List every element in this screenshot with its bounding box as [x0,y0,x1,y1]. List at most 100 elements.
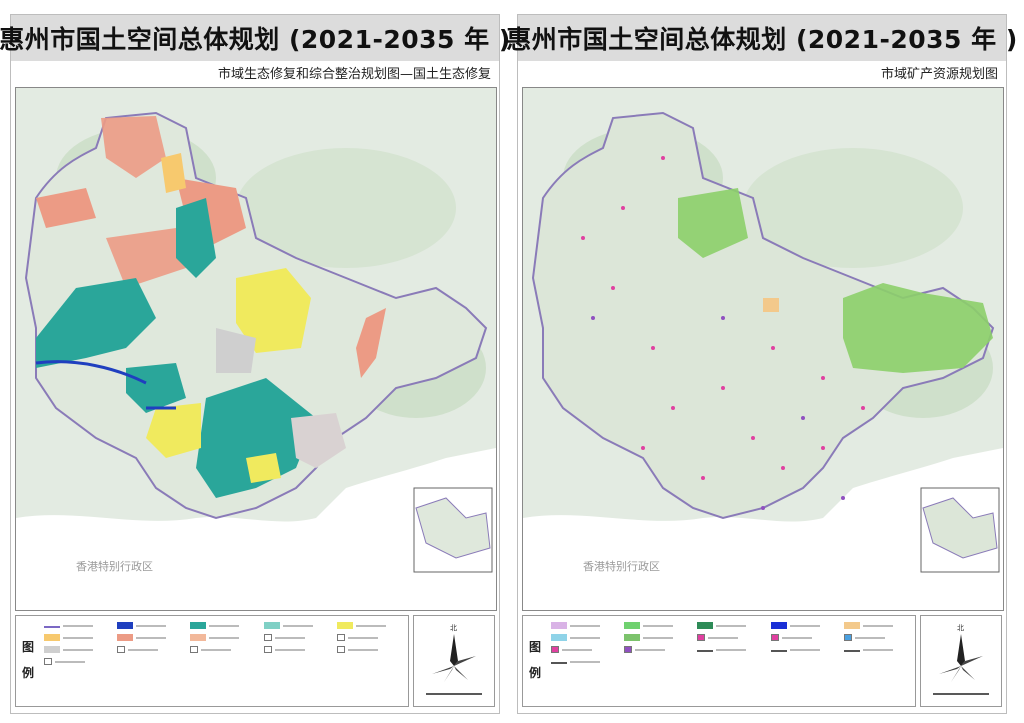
hk-label: 香港特别行政区 [583,559,660,573]
legend-swatch [263,634,272,641]
hk-label: 香港特别行政区 [76,559,153,573]
legend-item [843,632,913,643]
legend-label-placeholder [282,624,313,627]
legend-label-placeholder [201,648,232,651]
legend-title: 图例 [529,640,542,680]
legend-item [117,644,186,655]
panel-title: 惠州市国土空间总体规划 (2021-2035 年 ) [0,15,510,61]
map-panel-mineral-resources: 惠州市国土空间总体规划 (2021-2035 年 ) 市域矿产资源规划图 [506,14,1017,715]
legend-swatch [843,648,860,652]
legend-label-placeholder [716,648,747,651]
legend-item [843,620,913,631]
legend-item [624,632,693,643]
legend-label-placeholder [136,624,167,627]
legend-item [624,644,693,655]
legend-swatch [117,622,134,629]
legend-item [190,620,259,631]
legend-item [44,632,113,643]
legend-label-placeholder [63,648,93,651]
legend-swatch [336,634,345,641]
legend-item [551,632,620,643]
legend-swatch [117,646,126,653]
legend-swatch [44,624,60,628]
legend-swatch [697,622,714,629]
legend-swatch [770,622,787,629]
legend-item [551,620,620,631]
north-arrow: 北 [920,615,1002,707]
north-label: 北 [450,624,457,632]
legend-swatch [624,634,641,641]
legend-swatch [843,622,860,629]
map-ecological-restoration[interactable]: 香港特别行政区 [15,87,497,611]
legend-label-placeholder [862,648,893,651]
legend-item [190,632,259,643]
north-arrow: 北 [413,615,495,707]
legend-items [44,620,406,704]
legend-swatch [551,634,567,641]
legend-item [117,620,186,631]
panel-title: 惠州市国土空间总体规划 (2021-2035 年 ) [506,15,1017,61]
legend-label-placeholder [128,648,159,651]
legend-item [697,644,766,655]
footnote [522,707,1002,715]
legend-swatch [770,634,779,641]
legend-label-placeholder [643,624,674,627]
legend-swatch [263,646,272,653]
legend-swatch [336,622,353,629]
legend-item [336,632,406,643]
map-mineral-resources[interactable]: 香港特别行政区 [522,87,1004,611]
legend-label-placeholder [854,636,885,639]
legend-item [697,632,766,643]
legend-swatch [190,646,199,653]
legend-label-placeholder [643,636,674,639]
map-legend: 图例 [15,615,409,707]
map-legend: 图例 [522,615,916,707]
legend-swatch [117,634,134,641]
footnote [15,707,495,715]
legend-swatch [44,646,60,653]
legend-item [697,620,766,631]
compass-icon: 北 [933,624,989,695]
legend-label-placeholder [562,648,592,651]
legend-label-placeholder [716,624,747,627]
legend-item [551,656,620,667]
legend-title: 图例 [22,640,35,680]
legend-swatch [697,634,706,641]
legend-swatch [190,634,207,641]
legend-item [624,620,693,631]
legend-swatch [44,634,60,641]
legend-item [336,644,406,655]
panel-subtitle: 市域生态修复和综合整治规划图—国土生态修复 [217,67,491,82]
legend-label-placeholder [63,624,93,627]
legend-swatch [551,646,559,653]
legend-swatch [624,622,641,629]
legend-swatch [263,622,280,629]
legend-swatch [551,622,567,629]
legend-item [770,620,840,631]
legend-item [336,620,406,631]
legend-item [263,632,333,643]
legend-swatch [336,646,345,653]
legend-item [190,644,259,655]
legend-label-placeholder [789,648,820,651]
legend-item [551,644,620,655]
legend-label-placeholder [862,624,893,627]
map-canvas: 香港特别行政区 [16,88,496,610]
north-label: 北 [957,624,964,632]
map-panel-ecological-restoration: 惠州市国土空间总体规划 (2021-2035 年 ) 市域生态修复和综合整治规划… [0,14,510,715]
legend-item [263,644,333,655]
legend-label-placeholder [347,648,378,651]
legend-label-placeholder [55,660,85,663]
legend-label-placeholder [570,624,600,627]
legend-label-placeholder [347,636,378,639]
legend-item [117,632,186,643]
legend-swatch [697,648,714,652]
legend-swatch [843,634,852,641]
legend-label-placeholder [570,660,600,663]
legend-item [44,656,113,667]
compass-icon: 北 [426,624,482,695]
legend-label-placeholder [274,648,305,651]
legend-label-placeholder [355,624,386,627]
legend-label-placeholder [63,636,93,639]
legend-swatch [190,622,207,629]
